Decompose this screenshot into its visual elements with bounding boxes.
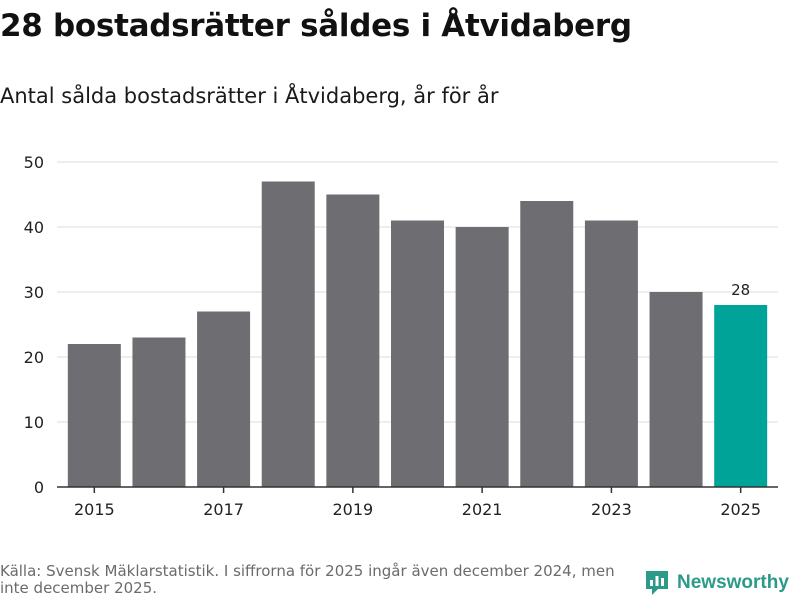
bar-2023: [584, 220, 638, 487]
newsworthy-logo: Newsworthy: [644, 569, 789, 597]
y-tick-label: 50: [24, 153, 44, 172]
x-tick-label: 2023: [591, 500, 632, 519]
bar-2018: [261, 181, 315, 487]
bar-2024: [649, 292, 703, 487]
y-tick-label: 40: [24, 218, 44, 237]
y-tick-label: 10: [24, 413, 44, 432]
bars: [67, 181, 768, 487]
y-tick-label: 0: [34, 478, 44, 497]
bar-2020: [390, 220, 445, 487]
bar-2019: [326, 194, 380, 487]
y-tick-label: 20: [24, 348, 44, 367]
x-tick-label: 2021: [462, 500, 503, 519]
x-tick-label: 2025: [720, 500, 761, 519]
bar-2015: [67, 344, 121, 487]
brand-name: Newsworthy: [677, 572, 789, 593]
chart-subtitle: Antal sålda bostadsrätter i Åtvidaberg, …: [0, 84, 499, 108]
x-axis: 2015 2017 2019 2021 2023 2025: [57, 486, 778, 519]
newsworthy-icon: [646, 571, 668, 595]
x-tick-label: 2019: [333, 500, 374, 519]
bar-2021: [455, 227, 509, 487]
bar-2017: [197, 311, 251, 487]
y-tick-label: 30: [24, 283, 44, 302]
x-tick-label: 2015: [74, 500, 115, 519]
y-axis-tick-labels: 0 10 20 30 40 50: [24, 153, 44, 497]
data-label: 28: [731, 281, 750, 299]
source-note: Källa: Svensk Mäklarstatistik. I siffror…: [0, 562, 615, 597]
x-tick-label: 2017: [203, 500, 244, 519]
bar-chart: 0 10 20 30 40 50 2015 2017 2019 2021 2023 2025 28: [24, 153, 778, 519]
chart-title: 28 bostadsrätter såldes i Åtvidaberg: [0, 8, 632, 44]
data-labels: 28: [731, 281, 750, 299]
bar-2025: [714, 305, 768, 487]
bar-2016: [132, 337, 186, 487]
bar-2022: [520, 201, 574, 487]
